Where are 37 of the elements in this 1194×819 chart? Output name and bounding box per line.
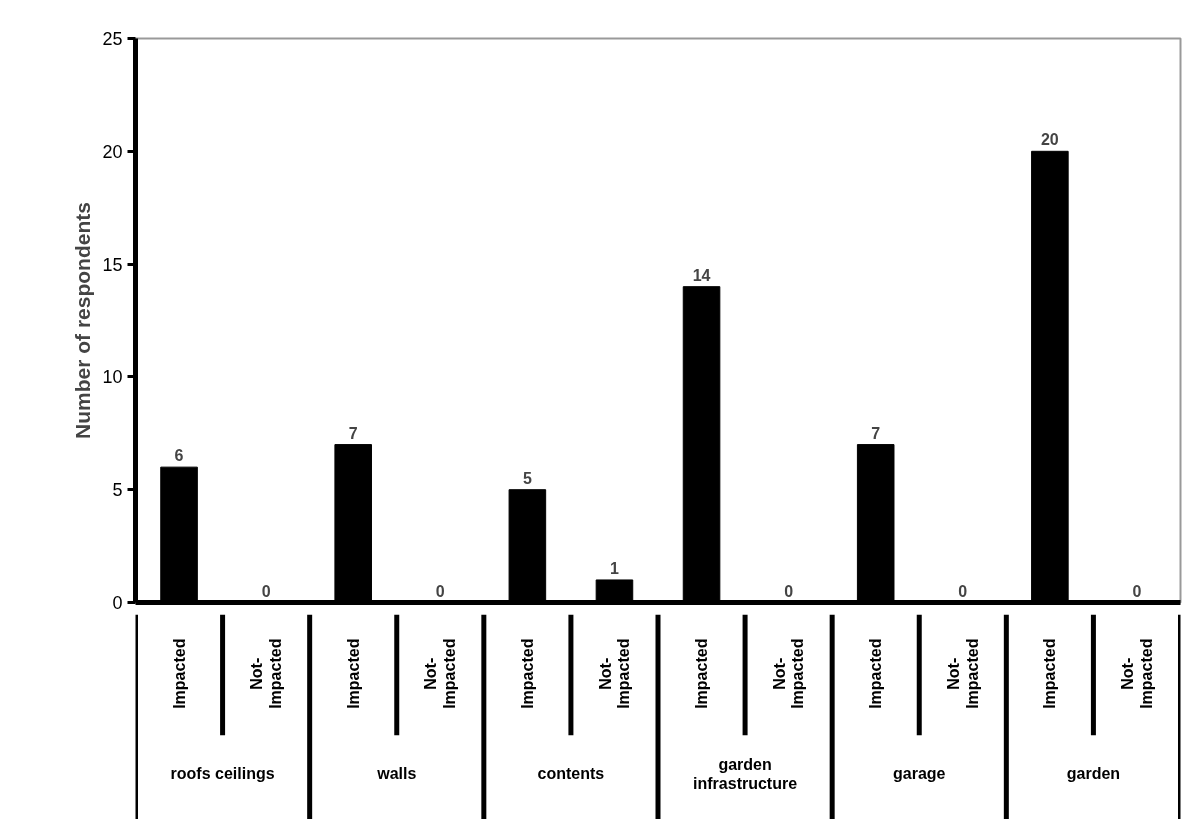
data-label: 7 bbox=[348, 424, 358, 442]
x-tick-label: Not-Impacted bbox=[1119, 638, 1155, 709]
x-tick-label: Not-Impacted bbox=[770, 638, 807, 709]
text: walls bbox=[376, 765, 417, 783]
y-axis-title: Number of respondents bbox=[71, 202, 95, 439]
data-label: 0 bbox=[435, 582, 445, 600]
data-label: 0 bbox=[261, 582, 271, 600]
x-tick-label: Not-Impacted bbox=[944, 638, 981, 709]
text: roofs ceilings bbox=[170, 765, 275, 783]
text: garage bbox=[893, 765, 946, 783]
data-label: 0 bbox=[958, 582, 968, 600]
x-tick-label: Not-Impacted bbox=[422, 638, 459, 709]
data-label: 0 bbox=[1132, 582, 1142, 600]
y-tick-label: 25 bbox=[102, 29, 123, 49]
x-tick-label: Impacted bbox=[1041, 638, 1059, 709]
x-tick-label: Not-Impacted bbox=[248, 638, 284, 709]
y-tick-label: 15 bbox=[102, 254, 123, 275]
data-label: 7 bbox=[871, 424, 881, 442]
x-tick-label: Not-Impacted bbox=[596, 638, 633, 709]
x-tick-label: Impacted bbox=[170, 638, 188, 709]
data-label: 0 bbox=[784, 582, 794, 600]
data-label: 5 bbox=[522, 469, 532, 487]
data-label: 6 bbox=[174, 447, 184, 465]
data-label: 1 bbox=[610, 559, 620, 577]
x-tick-label: Impacted bbox=[344, 638, 362, 709]
x-tick-label: Impacted bbox=[693, 638, 711, 709]
x-tick-label: Impacted bbox=[867, 638, 885, 709]
data-label: 14 bbox=[692, 266, 711, 284]
text: garden bbox=[1066, 765, 1121, 783]
text: garden infrastructure bbox=[693, 756, 798, 792]
y-tick-label: 20 bbox=[102, 141, 123, 162]
x-tick-label: Impacted bbox=[518, 638, 536, 709]
y-tick-label: 10 bbox=[102, 367, 123, 388]
y-tick-label: 0 bbox=[112, 593, 123, 613]
y-tick-label: 5 bbox=[112, 480, 123, 501]
text: contents bbox=[537, 765, 605, 783]
data-label: 20 bbox=[1040, 131, 1059, 149]
